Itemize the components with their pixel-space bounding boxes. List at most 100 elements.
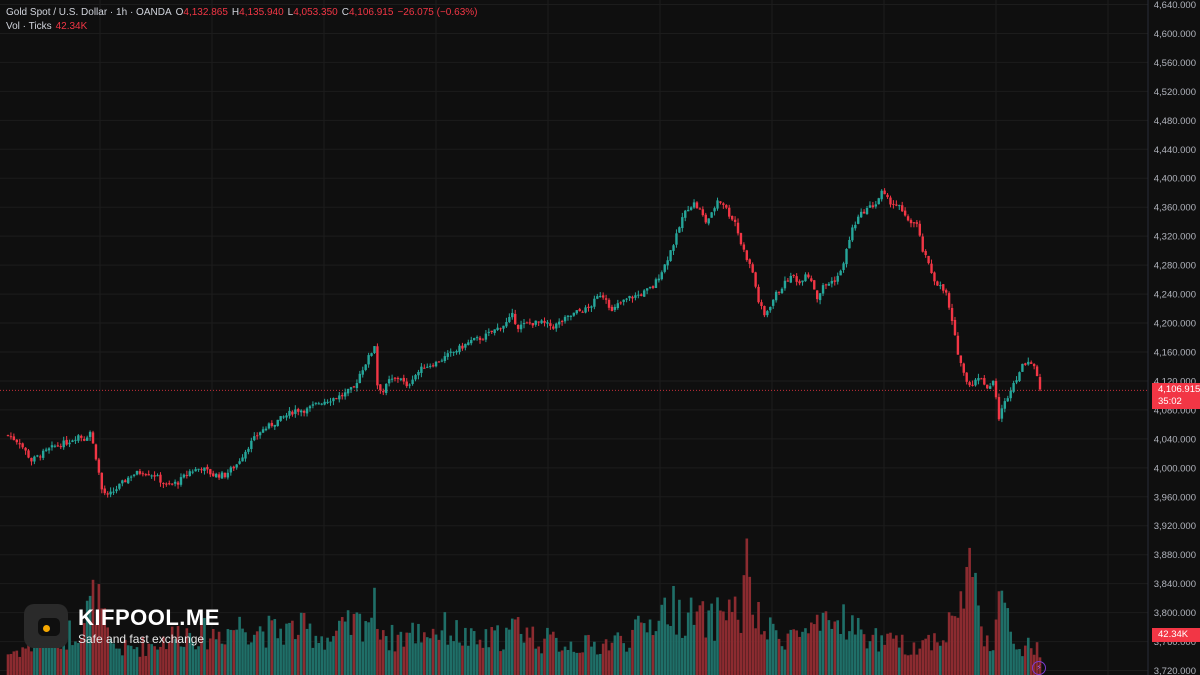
volume-bar <box>118 648 121 675</box>
volume-bar <box>475 644 479 675</box>
candle-body <box>261 429 265 433</box>
candle-body <box>792 275 795 277</box>
candle-body <box>41 450 45 458</box>
volume-bar <box>628 647 631 675</box>
volume-bar <box>115 648 118 675</box>
volume-bar <box>549 634 552 675</box>
candle-body <box>159 474 162 483</box>
volume-bar <box>789 629 793 675</box>
close-label: C <box>341 7 349 18</box>
kifpool-watermark: KIFPOOL.ME Safe and fast exchange <box>24 604 220 648</box>
price-axis-tick-label: 4,600.000 <box>1154 29 1196 40</box>
volume-bar <box>493 630 496 675</box>
volume-bar <box>443 612 447 675</box>
candle-body <box>411 379 414 384</box>
volume-bar <box>812 624 816 675</box>
volume-bar <box>754 628 757 675</box>
price-axis-tick-label: 4,640.000 <box>1154 0 1196 11</box>
candle-body <box>206 466 209 470</box>
candle-body <box>557 321 561 325</box>
volume-bar <box>745 538 749 675</box>
volume-bar <box>851 615 854 675</box>
candle-body <box>373 346 376 353</box>
candle-body <box>420 366 423 373</box>
volume-bar <box>733 596 737 675</box>
watermark-name: KIFPOOL.ME <box>78 605 220 630</box>
lightning-icon[interactable]: ⚡ <box>1032 661 1046 675</box>
candle-body <box>458 345 461 353</box>
candle-body <box>496 327 499 331</box>
volume-bar <box>868 641 872 675</box>
volume-bar <box>1000 590 1004 675</box>
candle-body <box>511 312 514 318</box>
price-axis[interactable] <box>1148 0 1200 675</box>
candle-body <box>818 293 822 301</box>
volume-bar <box>373 587 376 675</box>
candle-body <box>273 424 276 427</box>
volume-bar <box>865 648 869 675</box>
volume-bar <box>610 642 614 675</box>
volume-label[interactable]: Vol · Ticks <box>6 21 52 32</box>
candle-body <box>100 472 104 490</box>
candle-body <box>1012 383 1015 392</box>
volume-bar <box>223 644 227 675</box>
volume-bar <box>261 631 265 675</box>
volume-bar <box>801 631 804 675</box>
volume-bar <box>531 626 535 675</box>
candle-body <box>194 469 197 472</box>
candle-body <box>543 320 546 323</box>
candle-body <box>428 365 432 367</box>
volume-bar <box>1003 602 1007 675</box>
volume-bar <box>314 635 318 675</box>
candle-body <box>267 423 271 429</box>
candle-body <box>640 294 643 296</box>
volume-bar <box>150 644 153 675</box>
volume-bar <box>956 617 960 675</box>
volume-bar <box>516 617 520 675</box>
candle-body <box>97 459 101 473</box>
candle-body <box>698 208 702 210</box>
candle-body <box>748 259 751 264</box>
volume-bar <box>387 650 391 675</box>
symbol-title[interactable]: Gold Spot / U.S. Dollar · 1h · OANDA <box>6 7 172 18</box>
candle-body <box>59 446 62 448</box>
watermark-tagline: Safe and fast exchange <box>78 632 205 646</box>
candle-body <box>883 190 886 195</box>
volume-bar <box>921 640 925 675</box>
candle-body <box>1006 398 1009 402</box>
candle-body <box>801 280 804 283</box>
volume-bar <box>959 591 963 675</box>
volume-bar <box>933 633 936 675</box>
candle-body <box>1027 361 1030 365</box>
volume-bar <box>97 584 101 675</box>
candle-body <box>232 466 235 469</box>
volume-bar <box>783 649 787 675</box>
volume-bar <box>452 641 455 675</box>
volume-bar <box>578 652 582 675</box>
volume-bar <box>502 649 505 675</box>
volume-bar <box>15 650 19 675</box>
volume-bar <box>974 572 977 675</box>
volume-bar <box>563 646 567 675</box>
volume-bar <box>132 649 136 675</box>
candle-body <box>988 386 992 389</box>
candle-body <box>977 377 980 381</box>
volume-bar <box>100 608 104 675</box>
price-axis-tick-label: 3,920.000 <box>1154 521 1196 532</box>
volume-bar <box>950 615 954 675</box>
volume-bar <box>446 644 450 675</box>
candle-body <box>777 291 781 293</box>
candle-body <box>672 245 675 251</box>
volume-bar <box>505 627 508 675</box>
candle-body <box>751 264 754 273</box>
candle-body <box>874 204 878 207</box>
candle-body <box>695 202 699 209</box>
volume-bar <box>449 635 453 675</box>
open-value: 4,132.865 <box>183 7 228 18</box>
candle-body <box>379 384 382 391</box>
volume-bar <box>437 639 441 675</box>
candle-body <box>686 209 690 212</box>
volume-bar <box>393 651 397 675</box>
candle-body <box>191 471 194 473</box>
